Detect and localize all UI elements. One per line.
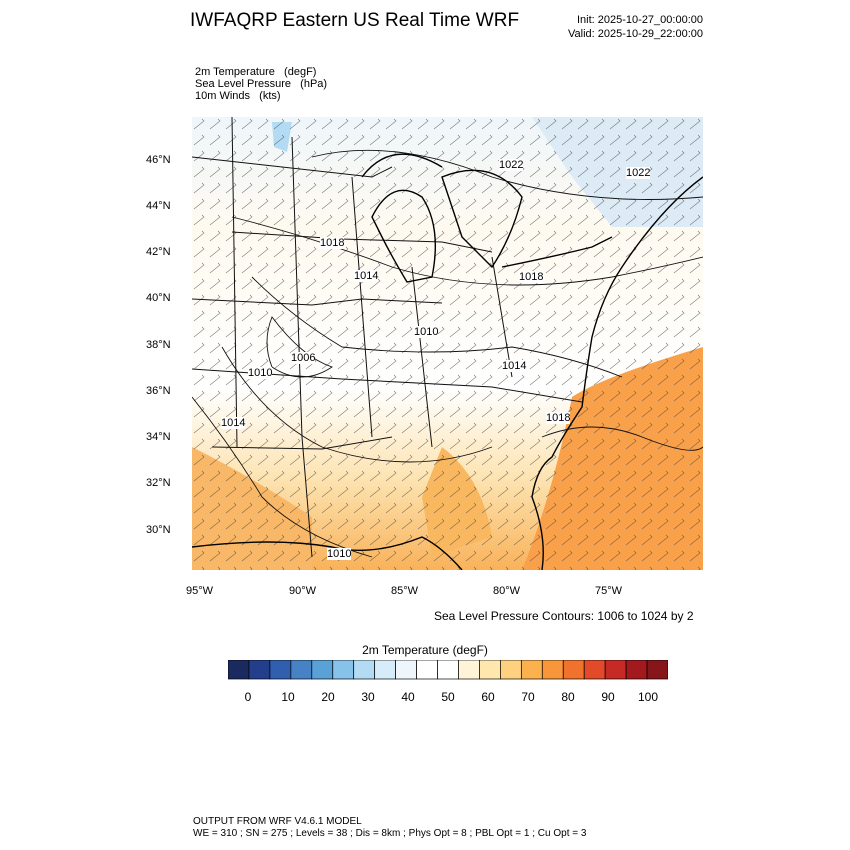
lat-label: 38°N	[146, 339, 171, 351]
contour-label: 1018	[320, 237, 345, 249]
lat-label: 40°N	[146, 292, 171, 304]
model-footer: OUTPUT FROM WRF V4.6.1 MODEL WE = 310 ; …	[193, 816, 586, 840]
colorbar-label: 10	[281, 690, 295, 704]
colorbar	[228, 660, 668, 680]
colorbar-swatch	[248, 660, 271, 680]
colorbar-label: 20	[321, 690, 335, 704]
pressure-contours	[192, 149, 703, 558]
colorbar-swatch	[625, 660, 648, 680]
colorbar-swatch	[437, 660, 459, 680]
colorbar-title: 2m Temperature (degF)	[362, 643, 488, 657]
footer-line: WE = 310 ; SN = 275 ; Levels = 38 ; Dis …	[193, 828, 587, 839]
colorbar-swatch	[562, 660, 585, 680]
lon-label: 80°W	[493, 585, 521, 597]
lat-label: 36°N	[146, 385, 171, 397]
lon-label: 95°W	[186, 585, 214, 597]
colorbar-label: 50	[441, 690, 455, 704]
colorbar-label: 80	[561, 690, 575, 704]
colorbar-swatch	[332, 660, 355, 680]
colorbar-swatch	[541, 660, 564, 680]
lat-label: 46°N	[146, 154, 171, 166]
contour-label: 1022	[499, 159, 524, 171]
footer-line: OUTPUT FROM WRF V4.6.1 MODEL	[193, 816, 362, 827]
lat-label: 42°N	[146, 246, 171, 258]
colorbar-swatch	[583, 660, 606, 680]
colorbar-swatch	[604, 660, 627, 680]
lon-label: 90°W	[289, 585, 317, 597]
colorbar-swatch	[416, 660, 438, 680]
contour-label: 1018	[519, 271, 544, 283]
lat-label: 32°N	[146, 477, 171, 489]
colorbar-label: 0	[244, 690, 252, 704]
field-winds: 10m Winds (kts)	[195, 90, 281, 102]
colorbar-swatch	[520, 660, 543, 680]
colorbar-swatch	[269, 660, 292, 680]
contour-label: 1010	[327, 548, 352, 560]
colorbar-swatch	[500, 660, 522, 680]
init-time: Init: 2025-10-27_00:00:00	[577, 14, 703, 26]
colorbar-label: 70	[521, 690, 535, 704]
colorbar-swatch	[479, 660, 501, 680]
coastlines	[192, 153, 703, 570]
valid-time: Valid: 2025-10-29_22:00:00	[568, 28, 703, 40]
colorbar-swatch	[374, 660, 396, 680]
lat-label: 44°N	[146, 200, 171, 212]
colorbar-swatch	[290, 660, 313, 680]
colorbar-label: 60	[481, 690, 495, 704]
colorbar-swatch	[458, 660, 480, 680]
field-list: 2m Temperature (degF) Sea Level Pressure…	[195, 66, 327, 102]
contour-label: 1010	[248, 367, 273, 379]
weather-map	[192, 117, 703, 570]
colorbar-label: 100	[637, 690, 659, 704]
colorbar-swatch	[395, 660, 417, 680]
colorbar-label: 30	[361, 690, 375, 704]
lon-label: 75°W	[595, 585, 623, 597]
colorbar-swatch	[311, 660, 334, 680]
contour-label: 1014	[221, 417, 246, 429]
lat-label: 34°N	[146, 431, 171, 443]
contour-label: 1018	[546, 412, 571, 424]
field-pressure: Sea Level Pressure (hPa)	[195, 78, 328, 90]
contour-label: 1022	[626, 167, 651, 179]
contour-label: 1010	[414, 326, 439, 338]
contour-label: 1014	[354, 270, 379, 282]
colorbar-label: 90	[601, 690, 615, 704]
field-temperature: 2m Temperature (degF)	[195, 66, 317, 78]
colorbar-swatch	[646, 660, 668, 680]
wind-barbs	[192, 117, 703, 570]
contour-label: 1014	[502, 360, 527, 372]
init-valid-times: Init: 2025-10-27_00:00:00 Valid: 2025-10…	[568, 13, 703, 41]
plot-title: IWFAQRP Eastern US Real Time WRF	[190, 10, 520, 31]
colorbar-swatch	[353, 660, 376, 680]
colorbar-label: 40	[401, 690, 415, 704]
lon-label: 85°W	[391, 585, 419, 597]
contour-label: 1006	[291, 352, 316, 364]
lat-label: 30°N	[146, 524, 171, 536]
contour-note: Sea Level Pressure Contours: 1006 to 102…	[434, 609, 694, 623]
colorbar-swatch	[228, 660, 250, 680]
colorbar-labels: 0 10 20 30 40 50 60 70 80 90 100	[0, 690, 850, 706]
